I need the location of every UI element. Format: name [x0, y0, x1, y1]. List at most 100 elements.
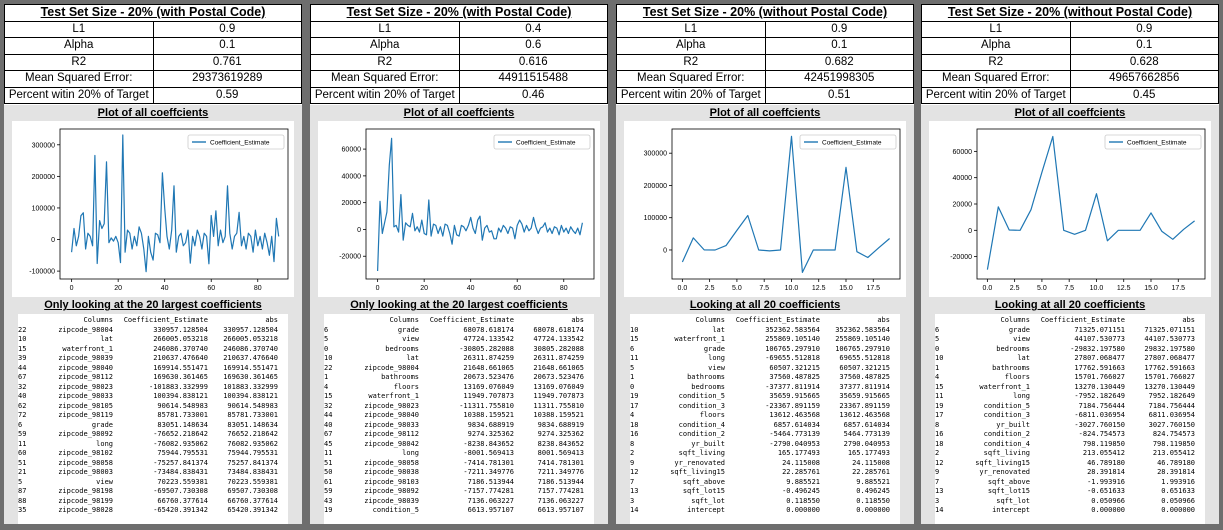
stat-row: Mean Squared Error: 49657662856: [921, 70, 1219, 88]
stat-label: L1: [921, 20, 1071, 38]
estimate-header: Coefficient_Estimate: [429, 316, 514, 324]
row-index: 13: [630, 487, 639, 495]
coefficient-estimate: -23367.891159: [765, 401, 820, 410]
feature-name: zipcode_98023: [58, 382, 113, 391]
feature-name: sqft_above: [682, 477, 725, 486]
row-index: 72: [18, 411, 27, 419]
coefficient-abs: 60507.321215: [839, 363, 890, 372]
coefficient-abs: 0.000000: [856, 506, 890, 514]
coefficient-abs: 5464.773139: [843, 430, 890, 438]
x-tick-label: 0.0: [677, 285, 687, 292]
row-index: 13: [935, 487, 944, 495]
stat-row: Alpha 0.1: [616, 37, 914, 55]
coefficient-abs: 27807.068477: [1144, 354, 1195, 362]
feature-name: floors: [699, 411, 725, 419]
coefficient-estimate: -2790.040953: [769, 439, 820, 448]
stat-value: 0.616: [458, 53, 608, 71]
coef-row: 15 waterfront_1 255869.105140 255869.105140: [630, 335, 890, 345]
x-tick-label: 7.5: [1064, 285, 1074, 292]
feature-name: zipcode_98042: [364, 439, 419, 448]
plot-title: Plot of all coeffcients: [403, 107, 515, 119]
y-tick-label: -20000: [339, 254, 361, 261]
coefficient-abs: 9274.325362: [537, 430, 584, 438]
coefficient-estimate: -101883.332999: [148, 382, 208, 391]
row-index: 3: [935, 496, 940, 505]
row-index: 0: [324, 344, 329, 353]
coef-row: 32 zipcode_98023 -11311.755810 11311.755810: [324, 402, 584, 412]
coef-row: 13 sqft_lot15 -0.651633 0.651633: [935, 487, 1195, 497]
row-index: 16: [630, 430, 639, 438]
coefficient-estimate: -69655.512818: [765, 354, 820, 362]
coefficient-estimate: 213.055412: [1082, 449, 1125, 457]
row-index: 60: [18, 449, 27, 457]
columns-header: Columns: [389, 316, 419, 324]
stat-value: 0.51: [764, 86, 914, 104]
lower-section: Plot of all coeffcients 0 100000 200000 3000…: [616, 105, 914, 524]
x-tick-label: 12.5: [812, 285, 826, 292]
plot-frame: [671, 128, 901, 280]
coefficient-abs: 76652.218642: [227, 430, 278, 438]
y-tick-label: -20000: [950, 254, 972, 261]
coefficient-abs: 11311.755810: [533, 401, 584, 410]
feature-name: zipcode_98112: [364, 430, 419, 438]
row-index: 32: [18, 382, 27, 391]
coef-row: 51 zipcode_98058 -7414.781301 7414.781301: [324, 459, 584, 469]
coef-title: Only looking at the 20 largest coefficie…: [350, 299, 568, 311]
coef-row: 67 zipcode_98112 169630.361465 169630.36146…: [18, 373, 278, 383]
coefficient-estimate: 22.285761: [782, 468, 820, 476]
coefficient-abs: 11949.707873: [533, 392, 584, 400]
feature-name: sqft_lot15: [682, 487, 725, 495]
row-index: 6: [630, 344, 635, 353]
coefficient-abs: 46.789180: [1157, 458, 1195, 467]
coefficient-abs: 7157.774281: [537, 487, 584, 495]
row-index: 6: [18, 420, 23, 429]
coefficient-table: Columns Coefficient_Estimate abs 6 grade 6807…: [324, 316, 584, 516]
row-index: 22: [18, 325, 27, 334]
row-index: 1: [324, 373, 329, 381]
x-tick-label: 20: [114, 285, 122, 292]
legend-box: [1104, 134, 1202, 150]
feature-name: zipcode_98102: [58, 449, 113, 457]
coef-row: 3 sqft_lot 0.050966 0.050966: [935, 497, 1195, 507]
coef-row: 21 zipcode_98003 -73484.838431 73484.838431: [18, 468, 278, 478]
row-index: 11: [324, 449, 333, 457]
feature-name: condition_3: [983, 411, 1030, 419]
y-tick-label: 100000: [644, 215, 667, 222]
coefficient-estimate: 66760.377614: [157, 496, 208, 505]
feature-name: long: [1013, 392, 1030, 400]
coef-row: 4 floors 13612.463568 13612.463568: [630, 411, 890, 421]
coefficient-table: Columns Coefficient_Estimate abs 22 zipcode_…: [18, 316, 278, 516]
chart-legend: Coefficient_Estimate: [1104, 134, 1202, 150]
feature-name: waterfront_1: [979, 382, 1030, 391]
coefficient-estimate: -0.651633: [1087, 487, 1125, 495]
coef-title: Looking at all 20 coefficients: [689, 299, 841, 311]
feature-name: zipcode_98039: [58, 354, 113, 362]
lower-section: Plot of all coeffcients -20000 0 20000 40000…: [921, 105, 1219, 524]
row-index: 35: [18, 506, 27, 514]
row-index: 18: [630, 420, 639, 429]
panel-title: Test Set Size - 20% (with Postal Code): [310, 4, 608, 22]
coefficient-estimate: 0.000000: [786, 506, 820, 514]
coefficient-estimate: -7414.781301: [463, 458, 514, 467]
row-index: 40: [324, 420, 333, 429]
coef-row: 5 view 47724.133542 47724.133542: [324, 335, 584, 345]
coefficient-estimate: -824.754573: [1078, 430, 1125, 438]
coefficient-abs: 1.993916: [1161, 477, 1195, 486]
coefficient-estimate: 255869.105140: [765, 335, 820, 343]
feature-name: floors: [393, 382, 419, 391]
panel-title: Test Set Size - 20% (without Postal Code…: [616, 4, 914, 22]
coef-row: 10 lat 27807.068477 27807.068477: [935, 354, 1195, 364]
lower-section: Plot of all coeffcients -100000 0 100000 200…: [4, 105, 302, 524]
chart-area: -20000 0 20000 40000 60000 0.0 2.5 5.0 7.5 10.0 12…: [929, 121, 1211, 297]
coef-row: 7 sqft_above 9.885521 9.885521: [630, 478, 890, 488]
row-index: 18: [935, 439, 944, 448]
x-tick-label: 17.5: [1171, 285, 1185, 292]
stat-row: R2 0.616: [310, 53, 608, 71]
feature-name: zipcode_98004: [364, 363, 419, 372]
coef-row: 15 waterfront_1 11949.707873 11949.707873: [324, 392, 584, 402]
coefficient-estimate: 9.885521: [786, 477, 820, 486]
coef-row: 35 zipcode_98028 -65420.391342 65420.391342: [18, 506, 278, 516]
coefficient-estimate: 6857.614034: [773, 420, 820, 429]
coefficient-estimate: 266005.053218: [153, 335, 208, 343]
feature-name: zipcode_98038: [364, 468, 419, 476]
